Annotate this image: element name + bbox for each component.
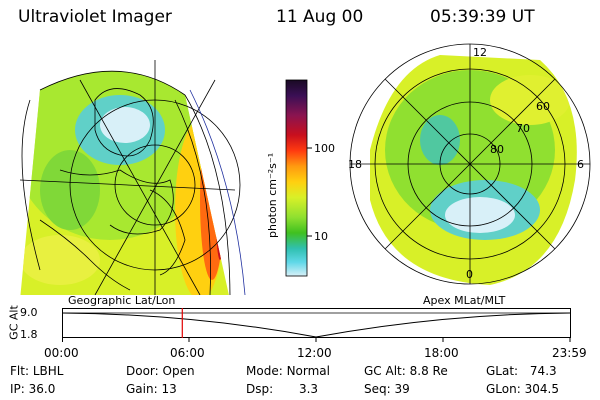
- colorbar-tick-10: 10: [314, 230, 328, 243]
- mlt-18-label: 18: [348, 158, 362, 171]
- mlat-80-label: 80: [490, 143, 504, 156]
- magnetic-map-label: Apex MLat/MLT: [423, 294, 506, 307]
- timeline-xtick-1200: 12:00: [297, 346, 332, 360]
- gc-alt-label: GC Alt:: [364, 364, 406, 378]
- seq-value: 39: [394, 382, 410, 396]
- gain-status: Gain: 13: [126, 382, 177, 396]
- ip-status: IP: 36.0: [10, 382, 55, 396]
- door-value: Open: [162, 364, 195, 378]
- glon-label: GLon:: [486, 382, 521, 396]
- timeline-xtick-0600: 06:00: [170, 346, 205, 360]
- timeline-xtick-0000: 00:00: [44, 346, 79, 360]
- glon-value: 304.5: [524, 382, 559, 396]
- mode-value: Normal: [286, 364, 330, 378]
- mlat-60-label: 60: [536, 100, 550, 113]
- ip-value: 36.0: [28, 382, 56, 396]
- door-label: Door:: [126, 364, 159, 378]
- colorbar-scale: [285, 79, 308, 277]
- mlt-0-label: 0: [466, 268, 473, 281]
- glon-status: GLon: 304.5: [486, 382, 559, 396]
- timeline-xtick-1800: 18:00: [424, 346, 459, 360]
- geographic-map: [19, 60, 246, 295]
- flt-label: Flt:: [10, 364, 29, 378]
- mlt-6-label: 6: [577, 158, 584, 171]
- time-label: 05:39:39 UT: [430, 7, 535, 27]
- timeline-y-label: GC Alt: [7, 305, 21, 340]
- orbit-timeline: [62, 308, 571, 342]
- mlat-mlt-grid: [349, 43, 591, 285]
- mlat-70-label: 70: [516, 122, 530, 135]
- colorbar-unit-label: photon cm⁻²s⁻¹: [266, 153, 279, 238]
- flt-value: LBHL: [32, 364, 64, 378]
- magnetic-polar-map: 12 18 6 0 60 70 80: [348, 43, 591, 285]
- flt-status: Flt: LBHL: [10, 364, 63, 378]
- colorbar: 100 10 photon cm⁻²s⁻¹: [266, 79, 335, 277]
- mode-label: Mode:: [246, 364, 283, 378]
- gc-alt-status: GC Alt: 8.8 Re: [364, 364, 448, 378]
- timeline-xtick-2359: 23:59: [552, 346, 587, 360]
- geographic-map-label: Geographic Lat/Lon: [68, 294, 176, 307]
- instrument-title: Ultraviolet Imager: [18, 7, 172, 27]
- timeline-ytick-1.8: 1.8: [20, 328, 38, 341]
- gain-label: Gain:: [126, 382, 158, 396]
- date-label: 11 Aug 00: [276, 7, 364, 27]
- coastlines: [39, 88, 186, 291]
- colorbar-tick-100: 100: [314, 142, 335, 155]
- gc-alt-value: 8.8 Re: [409, 364, 448, 378]
- mlt-12-label: 12: [473, 46, 487, 59]
- gain-value: 13: [161, 382, 177, 396]
- uv-image-magnetic: [370, 55, 577, 285]
- seq-status: Seq: 39: [364, 382, 410, 396]
- ip-label: IP:: [10, 382, 25, 396]
- seq-label: Seq:: [364, 382, 391, 396]
- terminator-lines: [189, 89, 246, 295]
- glat-status: GLat: 74.3: [486, 364, 557, 378]
- glat-value: 74.3: [529, 364, 557, 378]
- lat-lon-grid: [19, 60, 241, 295]
- dsp-value: 3.3: [298, 382, 319, 396]
- timeline-ytick-9: 9.0: [20, 306, 38, 319]
- dsp-status: Dsp: 3.3: [246, 382, 318, 396]
- door-status: Door: Open: [126, 364, 195, 378]
- dsp-label: Dsp:: [246, 382, 274, 396]
- glat-label: GLat:: [486, 364, 519, 378]
- mode-status: Mode: Normal: [246, 364, 330, 378]
